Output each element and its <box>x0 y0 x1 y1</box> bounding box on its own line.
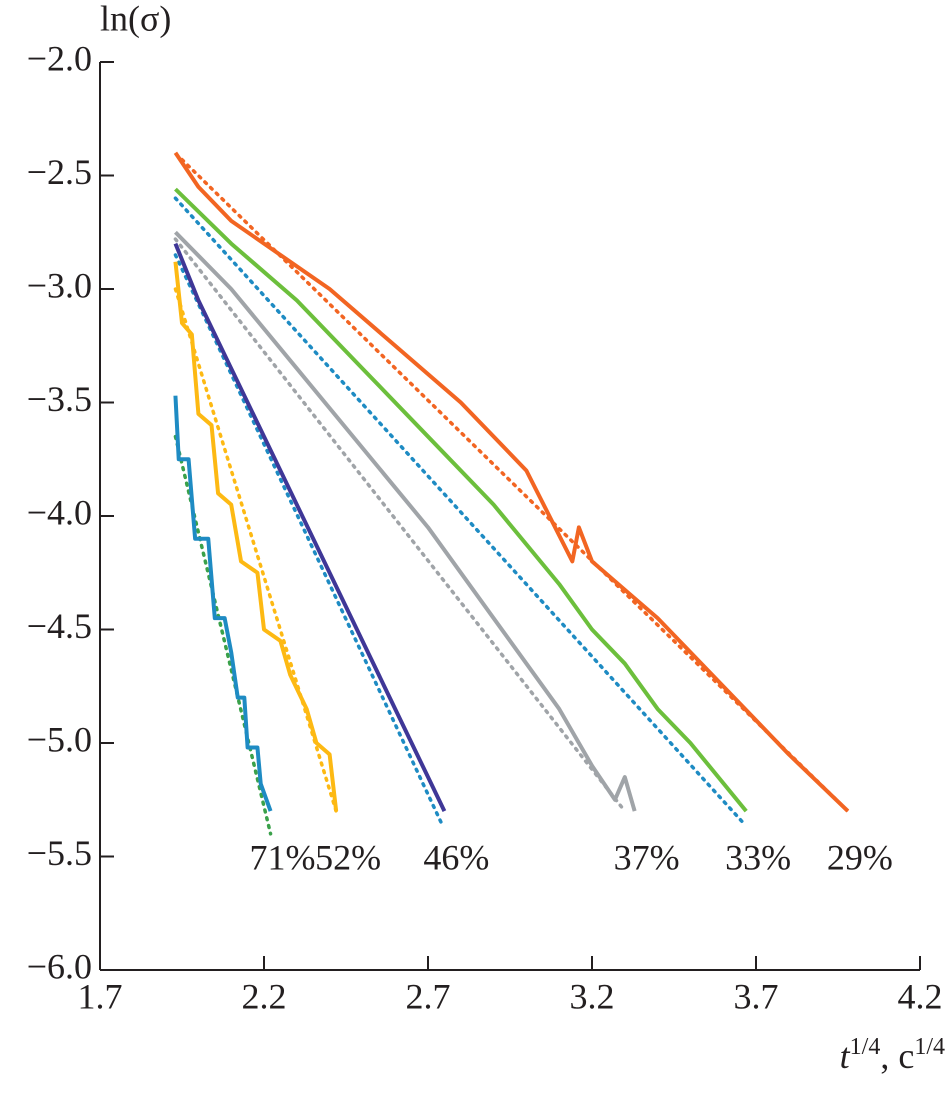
y-tick-label: −4.0 <box>27 492 92 532</box>
x-tick-label: 3.7 <box>734 976 779 1016</box>
data-line <box>173 242 447 812</box>
series-label: 33% <box>725 837 791 877</box>
y-tick-label: −2.0 <box>27 38 92 78</box>
data-line <box>174 187 748 813</box>
data-line <box>173 151 850 813</box>
y-tick-label: −2.5 <box>27 152 92 192</box>
y-tick-label: −5.0 <box>27 719 92 759</box>
series-label: 52% <box>315 837 381 877</box>
y-tick-label: −6.0 <box>27 946 92 986</box>
x-label-part: , c <box>880 1036 914 1076</box>
x-tick-label: 2.7 <box>406 976 451 1016</box>
y-axis-label: ln(σ) <box>100 0 171 38</box>
y-tick-label: −3.0 <box>27 265 92 305</box>
data-line <box>173 395 273 812</box>
y-tick-label: −4.5 <box>27 606 92 646</box>
series-label: 37% <box>614 837 680 877</box>
x-label-part: 1/4 <box>850 1034 881 1060</box>
x-label-part: 1/4 <box>914 1034 945 1060</box>
x-tick-label: 1.7 <box>78 976 123 1016</box>
y-tick-label: −3.5 <box>27 379 92 419</box>
y-tick-label: −5.5 <box>27 833 92 873</box>
x-label-part: t <box>840 1036 851 1076</box>
x-tick-label: 3.2 <box>570 976 615 1016</box>
fit-line <box>173 196 745 825</box>
data-line <box>174 230 637 812</box>
x-tick-label: 4.2 <box>898 976 943 1016</box>
series-label: 46% <box>423 837 489 877</box>
data-line <box>173 261 339 812</box>
fit-line <box>173 253 443 825</box>
x-tick-label: 2.2 <box>242 976 287 1016</box>
fit-line <box>173 237 627 813</box>
series-label: 71% <box>250 837 316 877</box>
x-axis-label: t1/4, c1/4 <box>840 1034 945 1077</box>
series-label: 29% <box>827 837 893 877</box>
